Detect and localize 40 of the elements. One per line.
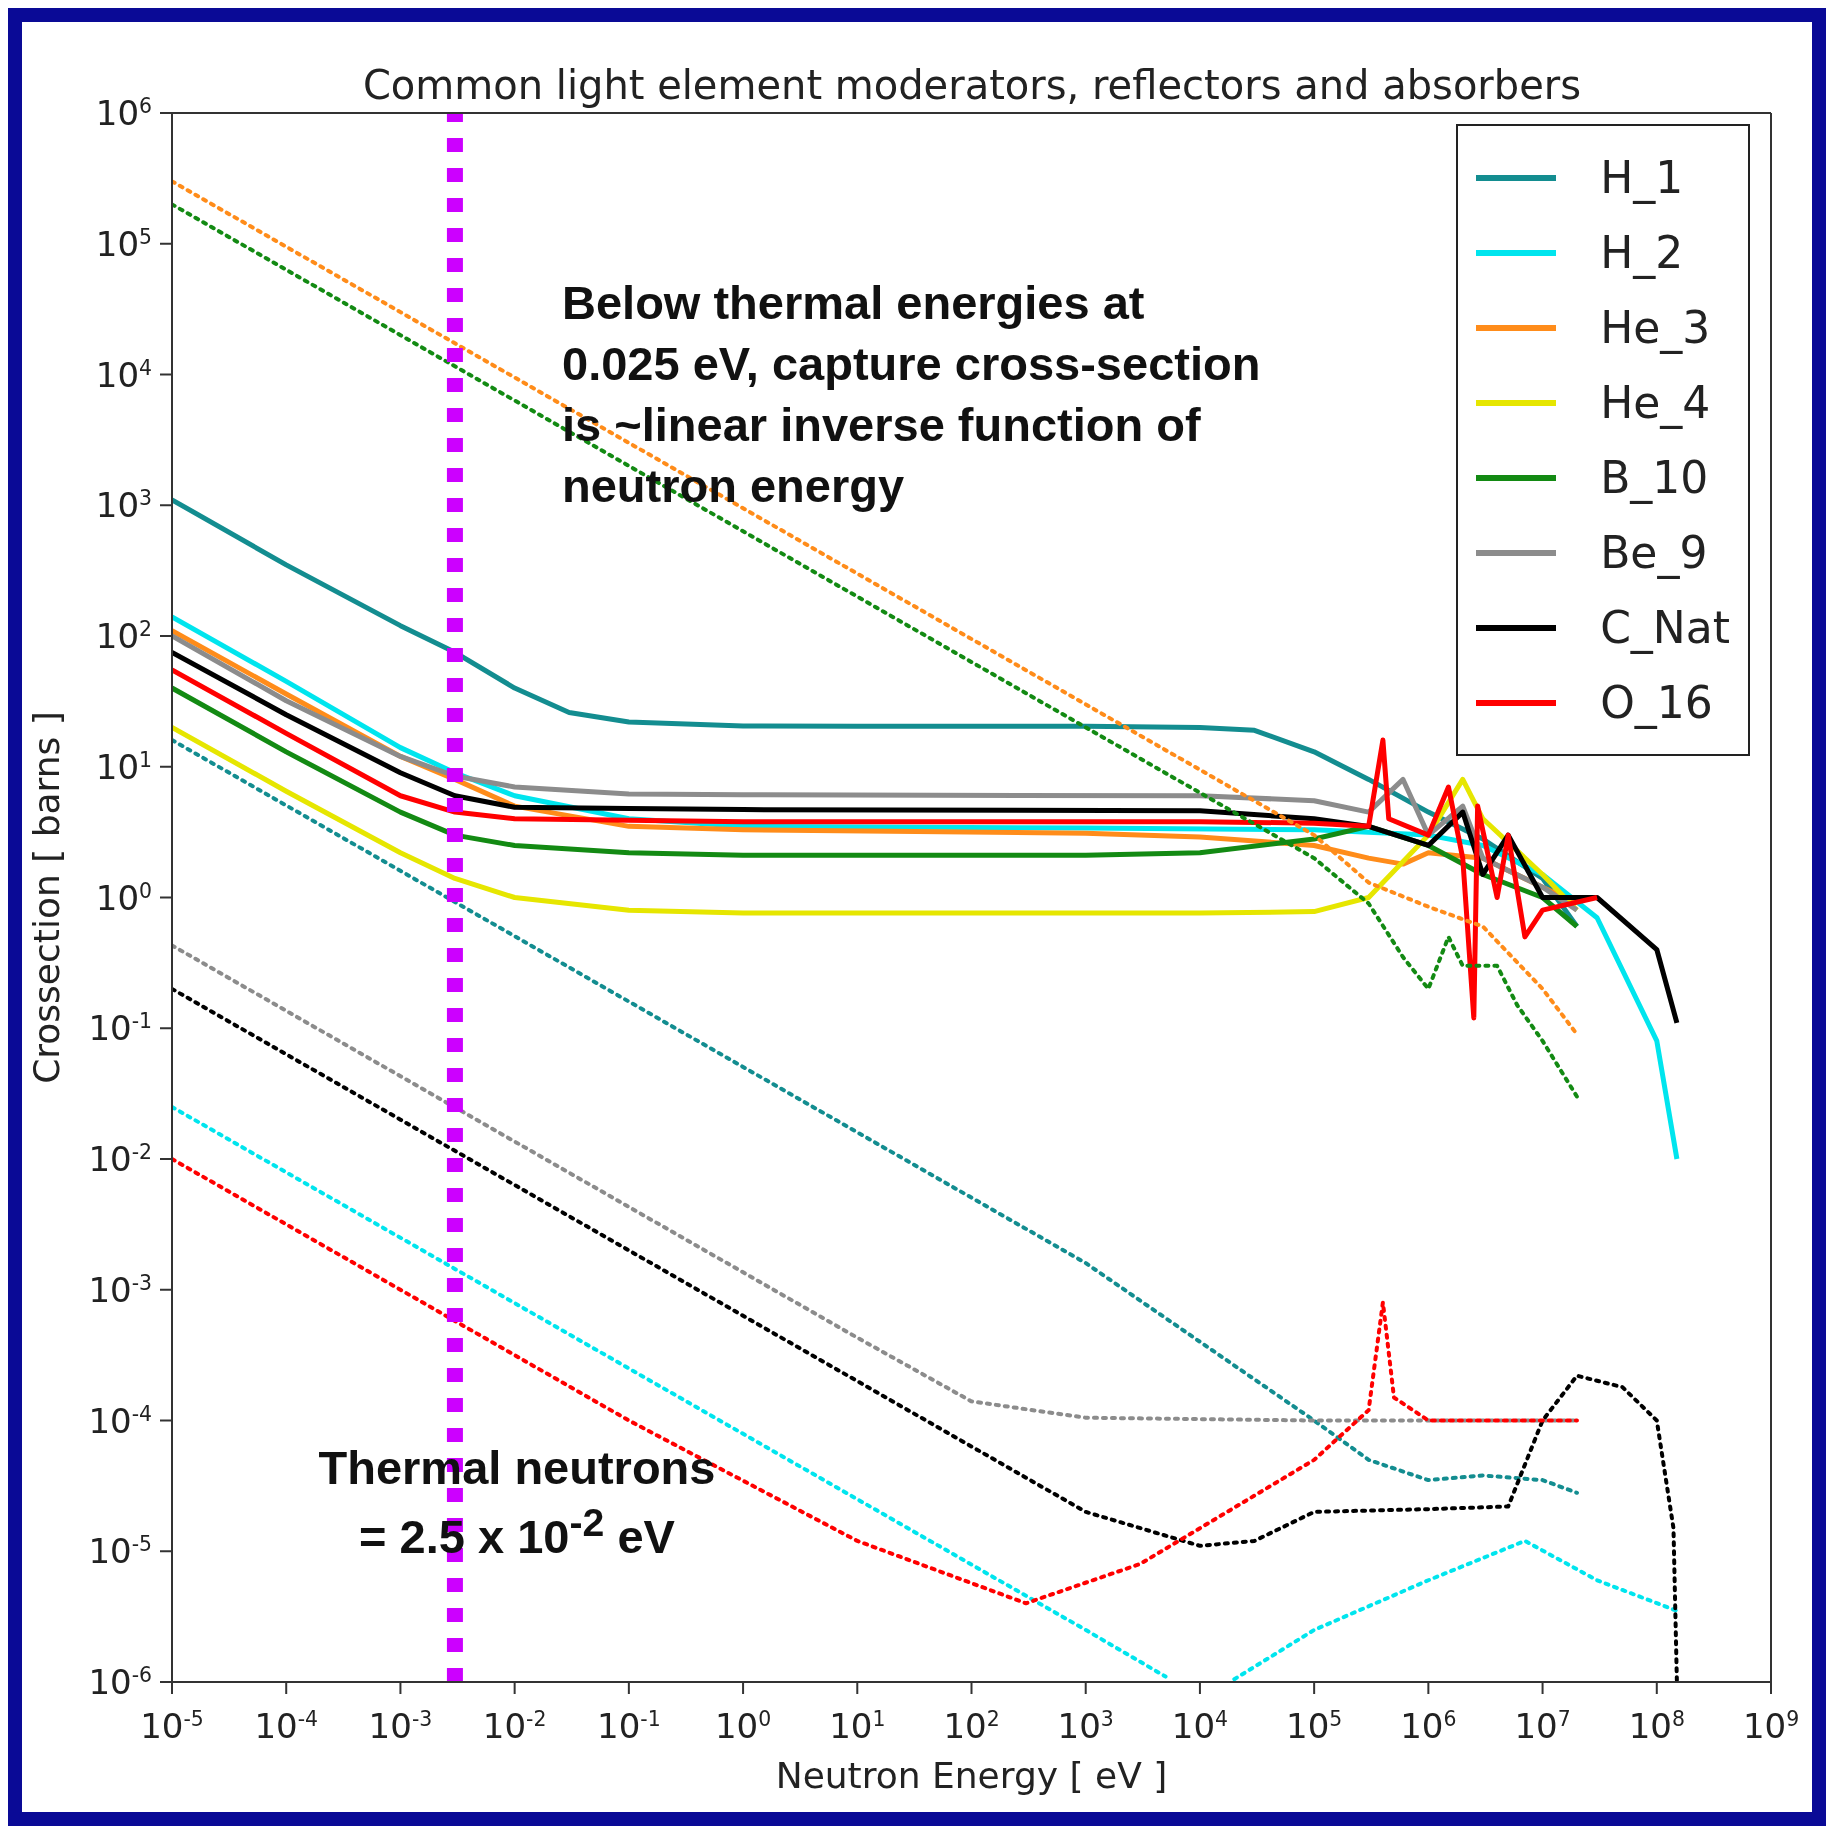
y-tick-label: 10$^{6}$ [95,93,152,133]
x-tick-label: 10$^{2}$ [943,1706,1000,1746]
x-tick-label: 10$^{4}$ [1171,1706,1229,1746]
x-tick-label: 10$^{-3}$ [368,1706,433,1746]
x-tick-label: 10$^{5}$ [1286,1706,1343,1746]
x-tick-label: 10$^{9}$ [1742,1706,1800,1746]
legend-label: He_4 [1600,377,1711,428]
y-tick-label: 10$^{1}$ [95,746,152,787]
x-tick-label: 10$^{3}$ [1057,1706,1114,1746]
x-tick-label: 10$^{-4}$ [254,1706,319,1746]
x-tick-label: 10$^{0}$ [714,1706,772,1746]
x-tick-label: 10$^{-1}$ [597,1706,661,1746]
legend-label: B_10 [1600,452,1709,503]
legend-label: Be_9 [1600,527,1708,578]
x-tick-label: 10$^{6}$ [1400,1706,1457,1746]
legend-label: H_2 [1600,227,1684,278]
y-tick-label: 10$^{4}$ [95,354,152,395]
legend-label: He_3 [1600,302,1711,353]
y-tick-label: 10$^{3}$ [95,485,152,526]
legend-label: H_1 [1600,152,1684,203]
y-tick-label: 10$^{-2}$ [88,1139,152,1179]
annotation: Thermal neutrons = 2.5 x 10$^{-2}$ eV [317,1440,717,1565]
x-tick-label: 10$^{7}$ [1514,1706,1571,1746]
x-tick-label: 10$^{-5}$ [140,1706,204,1746]
legend-label: O_16 [1600,677,1713,728]
y-tick-label: 10$^{2}$ [95,616,152,656]
legend-label: C_Nat [1600,602,1730,653]
chart-title: Common light element moderators, reflectors and absorbers [361,62,1583,108]
y-tick-label: 10$^{-4}$ [88,1400,152,1441]
y-axis-title: Crossection [ barns ] [25,711,67,1084]
x-tick-label: 10$^{-2}$ [482,1706,547,1746]
y-tick-label: 10$^{-6}$ [88,1662,152,1702]
y-tick-label: 10$^{5}$ [95,223,152,264]
y-tick-label: 10$^{-1}$ [88,1008,152,1049]
x-axis-title: Neutron Energy [ eV ] [775,1755,1168,1796]
x-tick-label: 10$^{1}$ [829,1706,886,1746]
x-tick-label: 10$^{8}$ [1628,1706,1685,1746]
y-tick-label: 10$^{-5}$ [88,1531,152,1572]
y-tick-label: 10$^{0}$ [95,877,152,918]
y-tick-label: 10$^{-3}$ [88,1269,152,1310]
